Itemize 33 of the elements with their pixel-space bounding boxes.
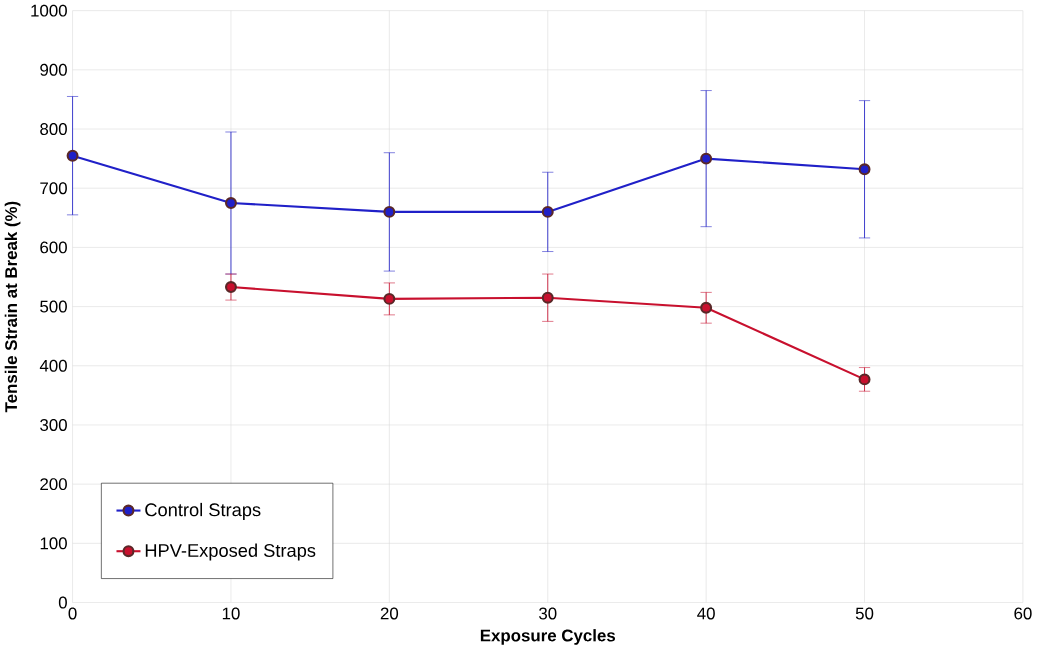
point	[224, 197, 237, 210]
y-tick-label: 1000	[31, 4, 67, 17]
x-tick-label: 20	[380, 607, 399, 620]
y-tick-label: 600	[40, 241, 67, 254]
legend-label: Control Straps	[145, 503, 261, 521]
y-tick-label: 100	[40, 537, 67, 550]
point	[66, 149, 79, 162]
x-tick-label: 30	[539, 607, 557, 620]
x-tick-label: 50	[855, 607, 874, 620]
y-tick-label: 300	[40, 419, 67, 432]
x-tick-label: 10	[222, 607, 240, 620]
y-tick-label: 800	[40, 123, 67, 136]
y-tick-label: 0	[58, 596, 67, 609]
point	[858, 373, 871, 386]
point	[700, 302, 713, 314]
y-tick-label: 400	[39, 360, 67, 372]
x-tick-label: 60	[1014, 607, 1032, 620]
point	[858, 163, 871, 176]
y-tick-label: 500	[40, 300, 67, 313]
x-tick-label: 40	[697, 607, 715, 620]
y-tick-label: 700	[40, 182, 67, 195]
point	[541, 206, 554, 219]
y-axis-title: Tensile Strain at Break (%)	[4, 201, 21, 413]
point	[224, 281, 237, 294]
legend-label: HPV-Exposed Straps	[145, 543, 316, 561]
point	[700, 152, 713, 165]
x-axis-title: Exposure Cycles	[480, 629, 616, 646]
point	[383, 206, 396, 219]
y-tick-label: 200	[40, 478, 67, 491]
x-tick-label: 0	[68, 607, 77, 620]
point	[383, 293, 396, 306]
point	[541, 291, 554, 304]
y-tick-label: 900	[40, 64, 67, 77]
